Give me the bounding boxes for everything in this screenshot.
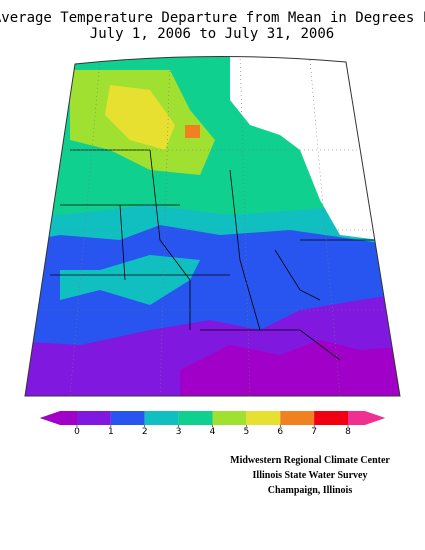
credit-line: Champaign, Illinois [268, 485, 353, 496]
credit-line: Midwestern Regional Climate Center [230, 455, 390, 466]
color-band [39, 411, 77, 425]
color-band [212, 411, 247, 425]
title-line: Average Temperature Departure from Mean … [0, 10, 425, 26]
tick-label: 1 [108, 427, 114, 437]
color-band [144, 411, 179, 425]
tick-label: 4 [210, 427, 216, 437]
tick-label: 7 [311, 427, 317, 437]
tick-label: 8 [345, 427, 351, 437]
color-band [246, 411, 281, 425]
map [25, 56, 400, 396]
credit-line: Illinois State Water Survey [253, 470, 368, 481]
color-band [77, 411, 111, 425]
tick-label: 2 [142, 427, 148, 437]
color-band [314, 411, 348, 425]
map-frame [24, 55, 401, 397]
tick-label: 0 [74, 427, 80, 437]
color-band [280, 411, 315, 425]
color-band [110, 411, 145, 425]
color-band [178, 411, 213, 425]
title-line: July 1, 2006 to July 31, 2006 [90, 26, 334, 42]
tick-label: 5 [244, 427, 250, 437]
tick-label: 6 [277, 427, 283, 437]
color-band [348, 411, 386, 425]
colorbar: 0 1 2 3 4 5 6 7 8 [39, 411, 386, 437]
tick-label: 3 [176, 427, 182, 437]
